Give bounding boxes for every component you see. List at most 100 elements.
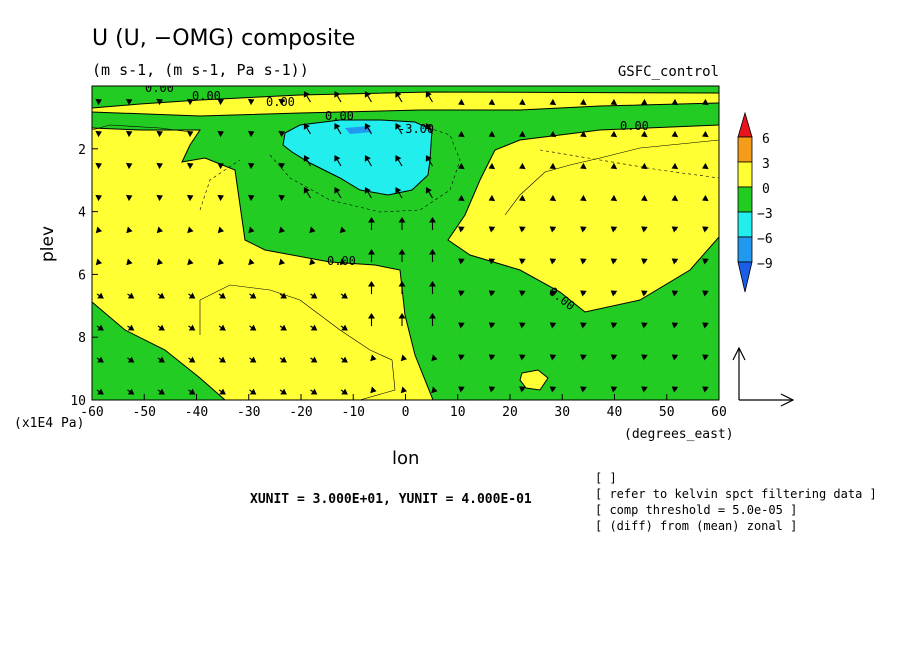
vector-arrowhead: [126, 258, 133, 266]
vector-arrowhead: [429, 280, 436, 287]
vector-arrowhead: [671, 98, 679, 106]
vector-arrowhead: [425, 187, 432, 194]
vector-arrowhead: [398, 248, 406, 255]
fill-green-lowerleft: [92, 302, 225, 400]
vector-arrowhead: [341, 388, 348, 395]
vector-arrowhead: [671, 386, 679, 393]
vector-arrowhead: [488, 130, 496, 138]
vector-arrowhead: [278, 98, 285, 106]
vector-arrowhead: [488, 322, 496, 329]
contour-label: 0.00: [620, 119, 649, 133]
vector-arrowhead: [580, 354, 587, 361]
vector-arrowhead: [249, 324, 257, 331]
y-tick-label: 2: [78, 143, 86, 158]
vector-arrowhead: [188, 324, 196, 331]
vector-arrowhead: [488, 290, 496, 297]
vector-arrowhead: [702, 322, 709, 329]
vector-arrowhead: [95, 258, 103, 266]
vector-arrowhead: [339, 226, 347, 234]
x-tick-label: 0: [402, 405, 410, 420]
vector-arrowhead: [400, 354, 408, 362]
vector-arrowhead: [341, 356, 348, 363]
vector-arrowhead: [278, 194, 285, 202]
vector-arrowhead: [127, 324, 135, 331]
vector-arrowhead: [97, 356, 104, 363]
note-line: [ comp threshold = 5.0e-05 ]: [595, 503, 797, 517]
y-tick-label: 10: [70, 394, 86, 409]
vector-arrowhead: [188, 292, 196, 299]
vector-arrowhead: [309, 258, 316, 266]
vector-arrowhead: [217, 226, 225, 234]
vector-arrowhead: [187, 226, 194, 234]
vector-arrowhead: [341, 324, 348, 331]
colorbar-label: 6: [762, 132, 770, 147]
vector-arrowhead: [580, 194, 587, 202]
vector-arrowhead: [219, 388, 226, 395]
vector-arrowhead: [610, 290, 618, 297]
x-unit-label: (degrees_east): [624, 427, 734, 442]
vector-arrowhead: [610, 354, 618, 361]
vector-arrowhead: [519, 130, 526, 138]
vector-arrowhead: [186, 98, 194, 106]
vector-arrowhead: [641, 322, 648, 329]
fill-top-band: [92, 86, 719, 108]
vector-arrowhead: [671, 162, 679, 170]
vector-arrowhead: [519, 354, 526, 361]
vector-arrowhead: [97, 292, 104, 299]
dataset-label: GSFC_control: [618, 64, 719, 80]
x-tick-label: 40: [607, 405, 623, 420]
vector-arrowhead: [156, 98, 163, 106]
vector-arrowhead: [702, 98, 709, 106]
vector-arrowhead: [702, 162, 709, 170]
vector-arrowhead: [188, 388, 196, 395]
vector-arrowhead: [368, 216, 375, 223]
colorbar-box: [737, 136, 753, 163]
vector-arrowhead: [702, 258, 709, 265]
vector-arrowhead: [431, 354, 438, 362]
vector-arrowhead: [458, 130, 465, 138]
colorbar-label: 3: [762, 157, 770, 172]
vector-arrowhead: [186, 194, 194, 202]
vector-arrowhead: [610, 386, 618, 393]
vector-arrowhead: [519, 162, 526, 170]
vector-arrowhead: [339, 258, 347, 266]
vector-arrowhead: [671, 194, 679, 202]
colorbar-box: [737, 211, 753, 238]
vector-arrowhead: [641, 354, 648, 361]
vector-arrowhead: [310, 292, 318, 299]
vector-arrowhead: [458, 386, 465, 393]
vector-field: [95, 91, 709, 395]
vector-arrowhead: [671, 354, 679, 361]
vector-arrowhead: [97, 324, 104, 331]
x-tick-label: 10: [450, 405, 466, 420]
vector-arrowhead: [671, 226, 679, 233]
vector-arrowhead: [303, 91, 310, 98]
vector-arrowhead: [519, 194, 526, 202]
vector-arrowhead: [458, 322, 465, 329]
vector-arrowhead: [158, 324, 165, 331]
vector-arrowhead: [580, 98, 587, 106]
vector-arrowhead: [702, 354, 709, 361]
vector-arrowhead: [370, 386, 377, 394]
colorbar-label: −9: [757, 257, 773, 272]
x-tick-label: 60: [711, 405, 727, 420]
vector-arrowhead: [278, 162, 285, 170]
vector-arrowhead: [458, 194, 465, 202]
vector-arrowhead: [425, 91, 432, 98]
vector-arrowhead: [488, 162, 496, 170]
vector-arrowhead: [156, 226, 164, 234]
vector-arrowhead: [364, 123, 371, 130]
vector-arrowhead: [219, 356, 226, 363]
vector-arrowhead: [334, 187, 341, 194]
vector-arrowhead: [671, 322, 679, 329]
vector-arrowhead: [425, 123, 432, 130]
vector-arrowhead: [519, 258, 526, 265]
vector-arrowhead: [641, 226, 648, 233]
vector-arrowhead: [158, 292, 165, 299]
vector-arrowhead: [549, 194, 557, 202]
vector-arrowhead: [395, 91, 402, 98]
vector-arrowhead: [125, 130, 133, 138]
vector-arrowhead: [458, 258, 465, 265]
note-line: [ ]: [595, 471, 617, 485]
vector-arrowhead: [303, 123, 310, 130]
